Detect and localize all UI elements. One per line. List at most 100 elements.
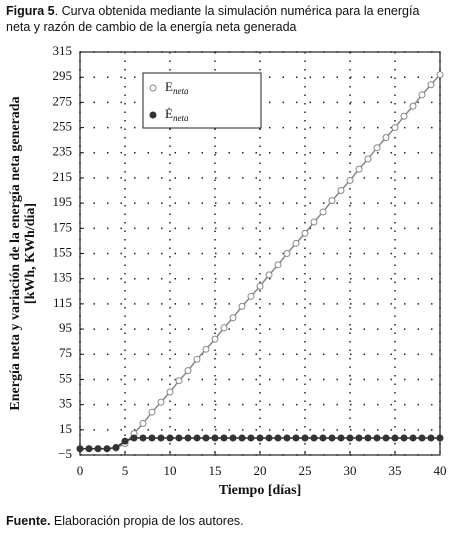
source-label: Fuente. <box>6 514 51 528</box>
data-point <box>148 434 156 442</box>
y-tick-label: 295 <box>53 68 73 83</box>
y-tick-label: 315 <box>53 43 73 58</box>
data-point <box>157 434 165 442</box>
x-tick-label: 30 <box>344 463 357 478</box>
x-axis-label: Tiempo [días] <box>219 483 302 498</box>
data-point <box>400 434 408 442</box>
legend-marker <box>149 84 157 92</box>
y-tick-label: 195 <box>53 194 73 209</box>
data-point <box>166 434 174 442</box>
data-point <box>202 434 210 442</box>
data-point <box>328 197 336 205</box>
data-point <box>301 229 309 237</box>
y-tick-label: 175 <box>53 219 73 234</box>
data-point <box>409 434 417 442</box>
y-tick-label: 55 <box>59 370 72 385</box>
source-text: Elaboración propia de los autores. <box>50 514 244 528</box>
data-point <box>76 445 84 453</box>
data-point <box>193 434 201 442</box>
legend-marker <box>149 111 157 119</box>
data-point <box>436 434 444 442</box>
y-tick-label: 275 <box>53 93 73 108</box>
data-point <box>427 81 435 89</box>
data-point <box>139 420 147 428</box>
y-tick-label: 255 <box>53 119 73 134</box>
data-point <box>103 445 111 453</box>
x-tick-label: 25 <box>299 463 312 478</box>
data-point <box>346 176 354 184</box>
data-point <box>283 434 291 442</box>
y-axis-label: [kWh, KWh/día] <box>23 203 38 304</box>
data-point <box>319 434 327 442</box>
data-point <box>148 408 156 416</box>
data-point <box>382 134 390 142</box>
data-point <box>202 345 210 353</box>
y-tick-label: 75 <box>59 345 72 360</box>
y-tick-label: 155 <box>53 244 73 259</box>
y-tick-label: 135 <box>53 270 73 285</box>
y-tick-label: 15 <box>59 421 72 436</box>
caption-text: . Curva obtenida mediante la simulación … <box>6 4 420 34</box>
x-tick-label: 5 <box>122 463 129 478</box>
data-point <box>121 437 129 445</box>
data-point <box>256 282 264 290</box>
data-point <box>337 434 345 442</box>
data-point <box>436 71 444 79</box>
data-point <box>301 434 309 442</box>
data-point <box>292 239 300 247</box>
data-point <box>373 434 381 442</box>
x-tick-label: 0 <box>77 463 84 478</box>
y-tick-label: 215 <box>53 169 73 184</box>
data-point <box>238 302 246 310</box>
data-point <box>175 377 183 385</box>
data-point <box>265 271 273 279</box>
source: Fuente. Elaboración propia de los autore… <box>6 514 244 528</box>
y-tick-label: −5 <box>58 446 72 461</box>
data-point <box>247 292 255 300</box>
x-tick-label: 10 <box>164 463 177 478</box>
data-point <box>157 398 165 406</box>
legend-label: Eneta <box>165 79 189 96</box>
caption-label: Figura 5 <box>6 4 55 18</box>
data-point <box>265 434 273 442</box>
data-point <box>391 434 399 442</box>
caption: Figura 5. Curva obtenida mediante la sim… <box>6 3 446 35</box>
data-point <box>238 434 246 442</box>
data-point <box>310 218 318 226</box>
y-tick-label: 95 <box>59 320 72 335</box>
data-point <box>85 445 93 453</box>
data-point <box>247 434 255 442</box>
data-point <box>409 102 417 110</box>
data-point <box>193 355 201 363</box>
data-point <box>364 434 372 442</box>
data-point <box>364 155 372 163</box>
data-point <box>184 367 192 375</box>
data-point <box>220 324 228 332</box>
x-tick-label: 20 <box>254 463 267 478</box>
y-axis-label: Energía neta y variación de la energía n… <box>8 96 23 410</box>
legend-label: Ėneta <box>165 106 189 123</box>
data-point <box>328 434 336 442</box>
plot-frame <box>79 51 441 456</box>
data-point <box>310 434 318 442</box>
data-point <box>355 165 363 173</box>
data-point <box>220 434 228 442</box>
data-point <box>139 434 147 442</box>
data-point <box>418 91 426 99</box>
data-point <box>112 443 120 451</box>
data-point <box>382 434 390 442</box>
data-point <box>355 434 363 442</box>
data-point <box>337 187 345 195</box>
legend-box <box>142 72 262 129</box>
data-point <box>211 434 219 442</box>
data-point <box>319 208 327 216</box>
x-tick-label: 35 <box>389 463 402 478</box>
data-point <box>418 434 426 442</box>
data-point <box>229 314 237 322</box>
data-point <box>166 388 174 396</box>
data-point <box>373 144 381 152</box>
data-point <box>184 434 192 442</box>
y-tick-label: 115 <box>53 295 72 310</box>
data-point <box>283 250 291 257</box>
data-point <box>391 124 399 132</box>
